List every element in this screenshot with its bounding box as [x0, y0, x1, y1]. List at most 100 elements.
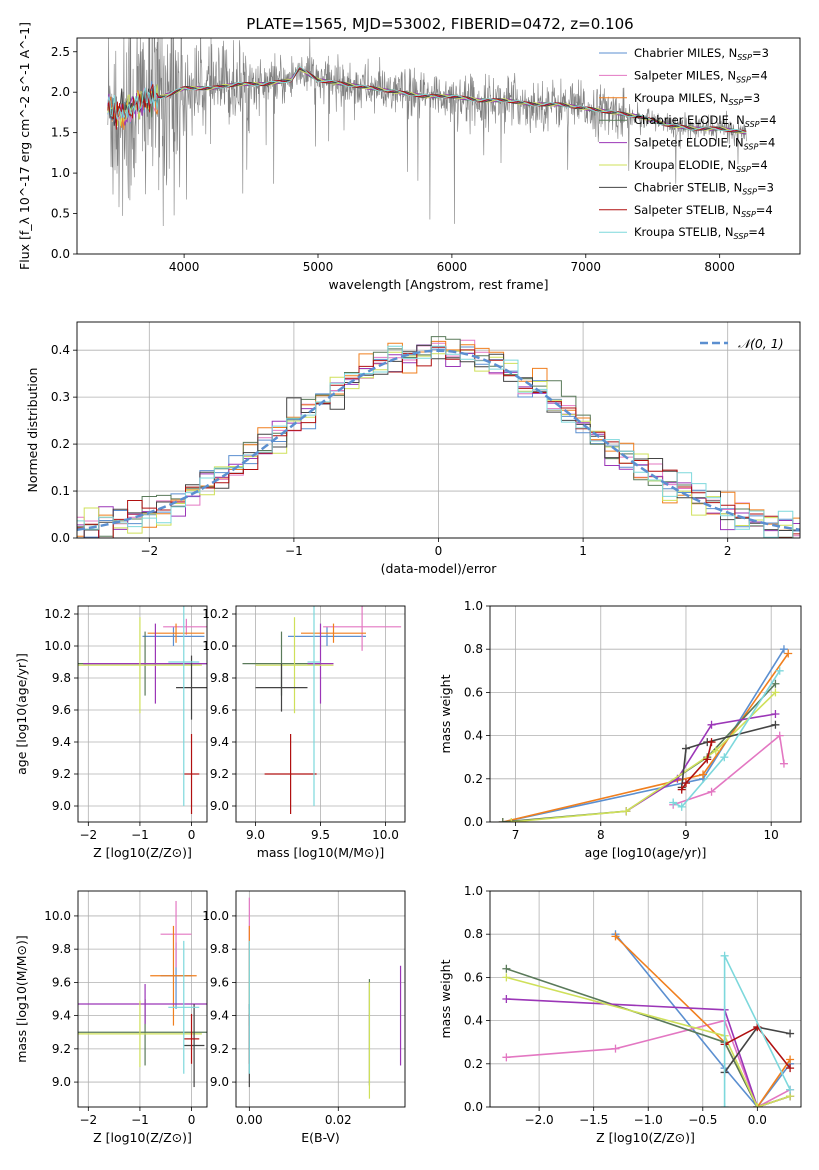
x-axis-label: age [log10(age/yr)] [585, 845, 707, 860]
weight-point-marker [786, 1064, 795, 1073]
y-tick-label: 2.0 [51, 85, 70, 99]
errorbars-age-vs-mass [242, 606, 402, 814]
weight-point-marker [502, 964, 511, 973]
y-tick-label: 10.0 [202, 639, 229, 653]
weight-point-marker [771, 710, 780, 718]
plot-frame [489, 890, 802, 1108]
y-tick-label: 9.6 [52, 703, 71, 717]
legend-label: Chabrier MILES, NSSP=3 [634, 46, 769, 62]
weight-point-marker [786, 1029, 795, 1038]
x-tick-label: 0 [188, 828, 196, 842]
y-tick-label: 10.2 [44, 607, 71, 621]
x-tick-label: 9.5 [311, 828, 330, 842]
axes-residuals: −2 −1 0 1 2 0.0 0.1 0.2 0.3 0.4 (data-model)/error… [25, 321, 801, 576]
y-tick-label: 0.6 [464, 970, 483, 984]
weight-point-marker [699, 770, 708, 779]
y-tick-label: 0.4 [464, 729, 483, 743]
weight-point-marker [720, 951, 729, 960]
y-tick-label: 10.0 [44, 909, 71, 923]
y-tick-label: 0.5 [51, 207, 70, 221]
y-tick-label: 9.2 [210, 767, 229, 781]
model-spectrum [107, 66, 747, 134]
y-tick-label: 9.8 [52, 942, 71, 956]
y-tick-label: 9.0 [210, 1075, 229, 1089]
weight-series-line [681, 741, 713, 791]
y-tick-label: 9.6 [210, 975, 229, 989]
weight-point-marker [786, 1085, 795, 1094]
x-tick-label: 9.0 [246, 828, 265, 842]
y-tick-label: 0.0 [51, 531, 70, 545]
y-tick-label: 0.8 [464, 927, 483, 941]
y-tick-label: 9.4 [52, 1009, 71, 1023]
y-tick-label: 10.0 [202, 909, 229, 923]
weight-series-line [625, 713, 776, 812]
y-tick-label: 9.2 [52, 1042, 71, 1056]
weight-series-line [672, 670, 781, 808]
weight-point-marker [707, 738, 716, 747]
y-axis-label: mass [log10(M/M⊙)] [14, 935, 29, 1063]
x-tick-label: −2 [140, 544, 158, 558]
axes-age-vs-mass: 9.0 9.5 10.0 9.0 9.2 9.4 9.6 9.8 10.0 10.2 mass [l… [202, 605, 406, 860]
x-axis-label: mass [log10(M/M⊙)] [257, 845, 385, 860]
plot-frame [489, 605, 802, 823]
weight-point-marker [786, 1055, 795, 1064]
x-axis-label: (data-model)/error [381, 561, 498, 576]
y-tick-label: 10.0 [44, 639, 71, 653]
y-tick-label: 2.5 [51, 45, 70, 59]
y-tick-label: 9.0 [52, 799, 71, 813]
y-tick-label: 9.8 [210, 942, 229, 956]
weight-point-marker [707, 720, 716, 729]
residuals-legend: 𝒩(0, 1) [700, 336, 784, 351]
weight-point-marker [720, 1103, 729, 1107]
x-tick-label: −2 [79, 1113, 97, 1127]
x-tick-label: 0.02 [325, 1113, 352, 1127]
weight-point-marker [775, 666, 784, 675]
errorbars-age-vs-Z [78, 606, 207, 814]
legend-label: Kroupa ELODIE, NSSP=4 [634, 158, 768, 174]
weight-point-marker [677, 785, 686, 794]
y-tick-label: 0.4 [464, 1014, 483, 1028]
x-tick-label: −1 [131, 1113, 149, 1127]
weight-point-marker [502, 973, 511, 982]
weight-point-marker [771, 679, 780, 688]
legend-label: Salpeter ELODIE, NSSP=4 [634, 136, 775, 152]
residual-histogram [77, 346, 800, 538]
y-axis-label: mass weight [438, 674, 453, 753]
y-tick-label: 0.4 [51, 343, 70, 357]
x-tick-label: 10 [764, 828, 779, 842]
x-tick-label: −1.0 [634, 1113, 663, 1127]
y-tick-label: 9.4 [52, 735, 71, 749]
y-tick-label: 9.2 [52, 767, 71, 781]
spectrum-lines [107, 38, 747, 227]
y-tick-label: 9.4 [210, 735, 229, 749]
y-tick-label: 9.4 [210, 1009, 229, 1023]
weight-point-marker [753, 1103, 762, 1107]
y-tick-label: 9.0 [210, 799, 229, 813]
weight-series-line [672, 734, 785, 806]
plot-frame [77, 890, 208, 1108]
weight-point-marker [779, 759, 788, 768]
x-axis-label: Z [log10(Z/Z⊙)] [93, 1130, 192, 1145]
x-tick-label: 1 [579, 544, 587, 558]
plot-frame [235, 890, 406, 1108]
weight-point-marker [779, 645, 788, 654]
y-tick-label: 1.5 [51, 126, 70, 140]
weight-point-marker [507, 818, 516, 822]
y-tick-label: 9.8 [210, 671, 229, 685]
observed-spectrum [107, 38, 747, 227]
x-tick-label: −2 [79, 828, 97, 842]
y-tick-label: 1.0 [464, 884, 483, 898]
errorbars-mass-vs-Z [78, 900, 207, 1088]
weight-point-marker [677, 802, 686, 811]
x-tick-label: −1 [131, 828, 149, 842]
y-axis-label: Normed distribution [25, 368, 40, 493]
x-axis-label: Z [log10(Z/Z⊙)] [596, 1130, 695, 1145]
y-tick-label: 1.0 [51, 166, 70, 180]
y-tick-label: 0.2 [51, 437, 70, 451]
weights-weight-vs-Z [502, 930, 795, 1107]
x-tick-label: 4000 [169, 260, 200, 274]
y-tick-label: 0.1 [51, 484, 70, 498]
weight-point-marker [703, 755, 712, 764]
weight-point-marker [711, 746, 720, 755]
